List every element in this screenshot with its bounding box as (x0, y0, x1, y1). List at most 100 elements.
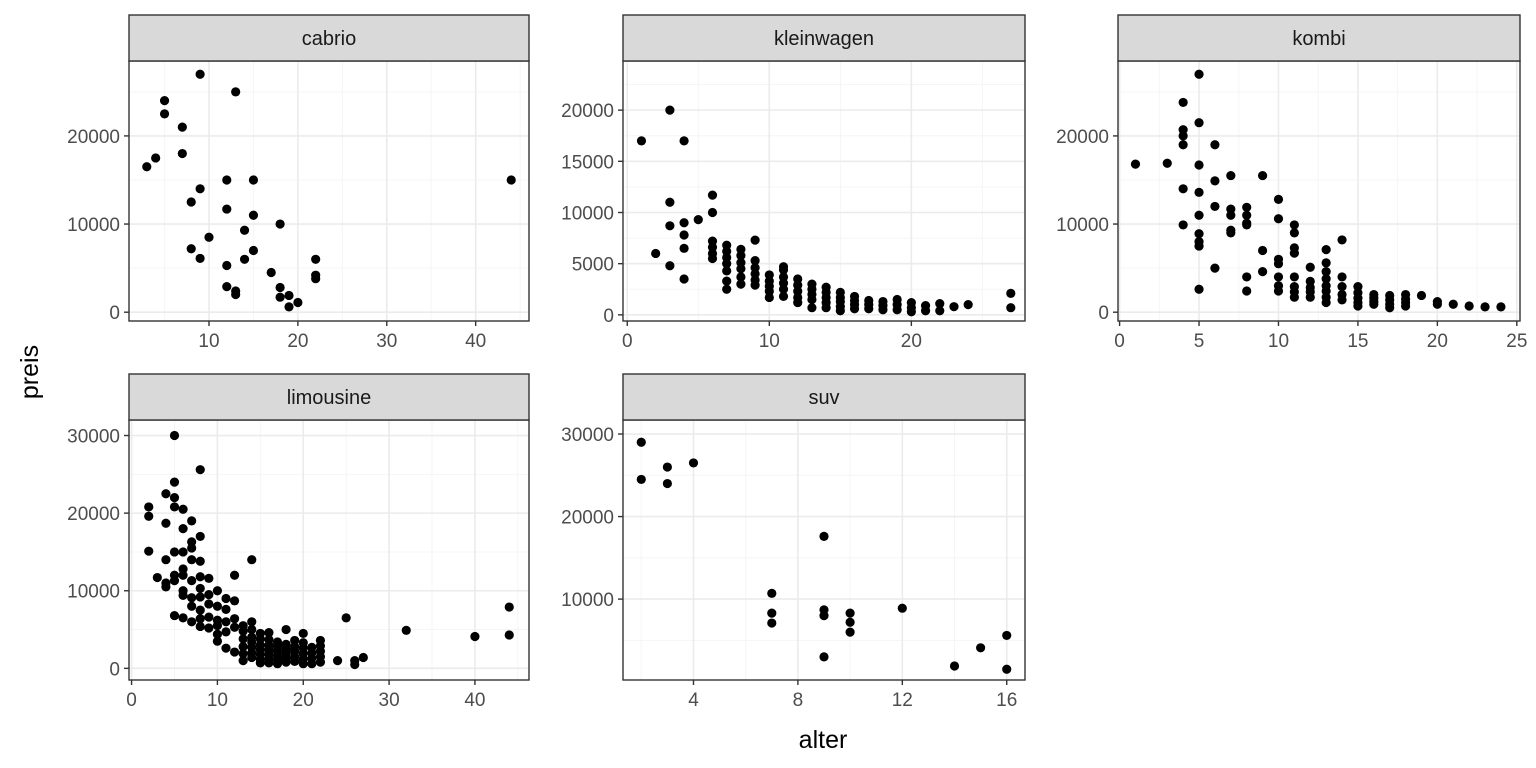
facet-panel-kleinwagen: kleinwagen 0 10 20 0 5000 10000 15000 20000 (561, 14, 1026, 352)
y-tick-label: 15000 (561, 152, 614, 173)
data-point (229, 596, 240, 606)
data-point (186, 244, 196, 254)
data-point (679, 136, 689, 146)
data-point (1210, 201, 1220, 212)
data-point (311, 274, 321, 284)
data-point (212, 586, 223, 596)
data-point (1321, 245, 1331, 255)
data-point (819, 531, 829, 541)
data-point (1416, 290, 1427, 301)
facet-panel-limousine: limousine 0 10 20 30 40 0 10000 20000 30000 (67, 373, 530, 711)
data-point (920, 306, 931, 316)
data-point (221, 604, 231, 614)
data-point (722, 276, 732, 286)
data-point (1002, 664, 1012, 674)
data-point (662, 462, 672, 472)
data-point (750, 235, 760, 245)
data-point (949, 302, 959, 312)
data-point (204, 590, 214, 600)
data-point (169, 502, 180, 512)
y-axis-title: preis (16, 345, 44, 399)
data-point (897, 603, 907, 613)
data-point (764, 292, 774, 303)
data-point (144, 546, 154, 556)
data-point (1006, 303, 1016, 313)
data-point (178, 570, 188, 580)
data-point (778, 291, 789, 302)
x-tick-label: 20 (901, 331, 922, 352)
data-point (679, 274, 689, 284)
x-tick-label: 10 (759, 331, 780, 352)
data-point (229, 570, 240, 580)
data-point (892, 305, 902, 315)
data-point (976, 643, 986, 653)
data-point (1321, 267, 1331, 277)
data-point (878, 305, 888, 315)
data-point (187, 516, 197, 526)
data-point (178, 504, 188, 514)
data-point (221, 627, 231, 637)
data-point (1464, 301, 1474, 311)
facet-strip (128, 373, 530, 421)
data-point (178, 524, 188, 534)
data-point (1321, 258, 1331, 268)
data-point (195, 614, 205, 624)
data-point (1226, 170, 1236, 181)
data-point (247, 624, 257, 635)
data-point (401, 625, 411, 635)
data-point (778, 284, 789, 294)
data-point (736, 272, 746, 282)
x-tick-label: 40 (464, 690, 485, 711)
data-point (1273, 214, 1284, 224)
data-point (1448, 299, 1458, 309)
data-point (238, 642, 248, 652)
data-point (1194, 69, 1204, 79)
x-tick-label: 25 (1506, 331, 1527, 352)
data-point (204, 599, 214, 609)
facet-strip (1117, 14, 1521, 62)
panel-grid (623, 420, 1025, 680)
facet-panel-suv: suv 4 8 12 16 10000 20000 30000 (561, 373, 1026, 711)
data-point (1210, 176, 1220, 186)
y-tick-label: 20000 (1056, 127, 1109, 148)
data-point (1006, 288, 1016, 298)
x-tick-label: 30 (376, 331, 397, 352)
data-point (1002, 630, 1012, 641)
data-point (1210, 263, 1220, 273)
data-point (272, 659, 283, 669)
data-point (1273, 259, 1284, 269)
data-point (247, 555, 257, 565)
data-point (187, 555, 197, 565)
data-point (222, 260, 232, 271)
data-point (238, 634, 248, 644)
x-tick-label: 4 (688, 690, 699, 711)
data-point (195, 253, 205, 264)
data-point (187, 543, 197, 553)
data-point (298, 628, 308, 639)
x-tick-label: 5 (1194, 331, 1205, 352)
data-point (195, 605, 205, 615)
x-tick-label: 10 (207, 690, 228, 711)
panel-background (1118, 61, 1520, 321)
data-point (247, 652, 257, 663)
panel-grid (623, 61, 1025, 321)
data-point (1289, 272, 1299, 282)
data-point (187, 593, 197, 603)
data-point (819, 652, 829, 662)
data-point (707, 253, 718, 264)
facet-strip (622, 14, 1026, 62)
data-point (204, 623, 214, 633)
data-point (186, 197, 196, 207)
data-point (275, 282, 285, 293)
data-point (767, 588, 777, 598)
data-point (665, 105, 675, 115)
data-point (707, 207, 718, 218)
x-tick-label: 0 (126, 690, 137, 711)
data-point (1242, 202, 1252, 212)
data-point (195, 531, 205, 542)
data-point (204, 612, 214, 622)
data-point (264, 658, 274, 668)
data-point (195, 583, 205, 594)
y-tick-label: 20000 (561, 101, 614, 122)
